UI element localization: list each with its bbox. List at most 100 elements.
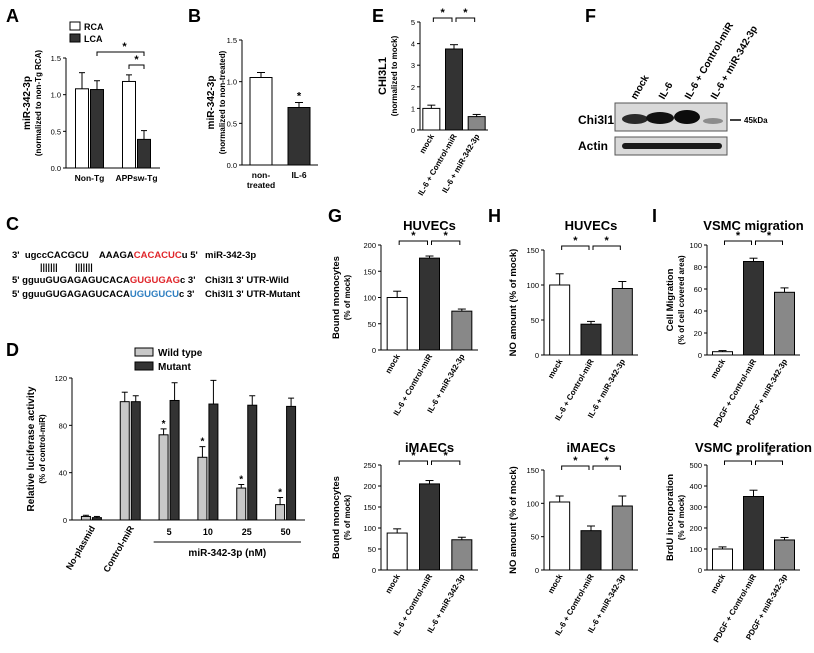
y-tick-label: 1.5 [51,54,61,63]
legend-swatch-rca [69,21,81,31]
bar [774,291,795,356]
bar [712,548,733,571]
y-axis-label: Bound monocytes [331,256,342,339]
significance-star: * [573,235,578,247]
bar [286,405,297,521]
group-label: miR-342-3p (nM) [188,548,266,559]
blot-row-label-chi3l1: Chi3l1 [578,113,614,127]
bar [419,483,440,571]
bar [611,288,633,356]
mirna-sequence: 3' ugccCACGCU AAAGACACACUCu 5' [12,250,198,261]
legend-swatch-wild [134,347,154,357]
y-tick-label: 80 [694,263,702,272]
significance-bracket [724,240,752,245]
panel-letter-g: G [328,206,342,226]
significance-bracket [455,17,476,22]
pairing-lines: ||||||| ||||||| [40,262,93,272]
wild-utr-label: Chi3l1 3' UTR-Wild [205,275,289,286]
y-tick-label: 0 [698,566,702,575]
chart-b: 0.0 0.5 1.0 1.5 miR-342-3p (normalized to non… [206,36,318,190]
marker-label: 45kDa [744,116,768,125]
bar [611,505,633,571]
bar [549,501,571,571]
legend-label-wild: Wild type [158,348,203,359]
mutant-utr-label: Chi3l1 3' UTR-Mutant [205,289,301,300]
significance-star: * [444,230,449,242]
bar [119,401,130,521]
y-tick-label: 5 [411,18,415,27]
y-tick-label: 100 [363,294,376,303]
y-tick-label: 0 [535,351,539,360]
significance-bracket [96,51,145,56]
significance-star: * [162,419,166,430]
bar [743,261,764,356]
significance-star: * [441,7,446,19]
y-axis-sublabel: (normalized to non-treated) [218,50,227,154]
bar [236,487,247,521]
y-tick-label: 50 [531,533,539,542]
chart-g-bottom: iMAECs 0 50 100 150 200 250 Bound monocytes (% o… [331,440,478,637]
significance-bracket [398,240,428,245]
y-tick-label: 80 [59,421,67,430]
y-tick-label: 120 [54,374,67,383]
band-chi3l1-lane2 [646,112,674,124]
panel-letter-c: C [6,214,19,234]
significance-bracket [755,460,783,465]
y-axis-label: Bound monocytes [331,476,342,559]
bar [275,504,286,521]
significance-bracket [592,465,621,470]
bar [580,323,602,356]
y-tick-label: 400 [689,482,702,491]
y-tick-label: 0.5 [51,127,61,136]
band-chi3l1-lane1 [622,114,648,124]
y-tick-label: 0 [372,346,376,355]
band-actin [622,143,722,149]
y-tick-label: 0.5 [227,119,237,128]
significance-star: * [605,455,610,467]
panel-letter-d: D [6,340,19,360]
y-tick-label: 200 [363,482,376,491]
bar [80,515,91,521]
y-tick-label: 0 [698,351,702,360]
bar [158,434,169,521]
band-chi3l1-lane3 [674,110,700,124]
x-tick-label: 50 [281,527,291,537]
y-tick-label: 50 [368,545,376,554]
legend-label-rca: RCA [84,22,104,32]
bar [580,530,602,571]
y-tick-label: 0 [411,126,415,135]
y-tick-label: 150 [526,246,539,255]
y-axis-label: BrdU incorporation [665,474,676,561]
bar [451,539,473,571]
significance-star: * [134,54,139,66]
legend-swatch-mutant [134,361,154,371]
y-axis-label: Relative luciferase activity [26,386,37,512]
bar [247,404,258,521]
bar [549,284,571,356]
y-tick-label: 500 [689,461,702,470]
significance-star: * [605,235,610,247]
significance-star: * [239,475,243,486]
x-tick-label: 10 [203,527,213,537]
y-axis-label: CHI3L1 [377,57,389,95]
y-tick-label: 0.0 [51,164,61,173]
x-tick-label: APPsw-Tg [115,173,157,183]
legend-swatch-lca [69,33,81,43]
x-tick-label: 25 [242,527,252,537]
panel-letter-h: H [488,206,501,226]
significance-bracket [432,17,453,22]
significance-bracket [431,460,461,465]
chart-title: VSMC proliferation [695,440,812,455]
y-tick-label: 1 [411,104,415,113]
significance-bracket [561,245,590,250]
x-tick-label: non- [252,170,271,180]
significance-bracket [128,64,145,69]
y-axis-label: Cell Migration [665,268,676,331]
significance-star: * [122,41,127,53]
bar [774,539,795,571]
y-axis-sublabel: (% of mock) [343,275,352,321]
y-tick-label: 150 [363,267,376,276]
y-tick-label: 40 [694,307,702,316]
y-axis-sublabel: (normalized to mock) [390,35,399,116]
